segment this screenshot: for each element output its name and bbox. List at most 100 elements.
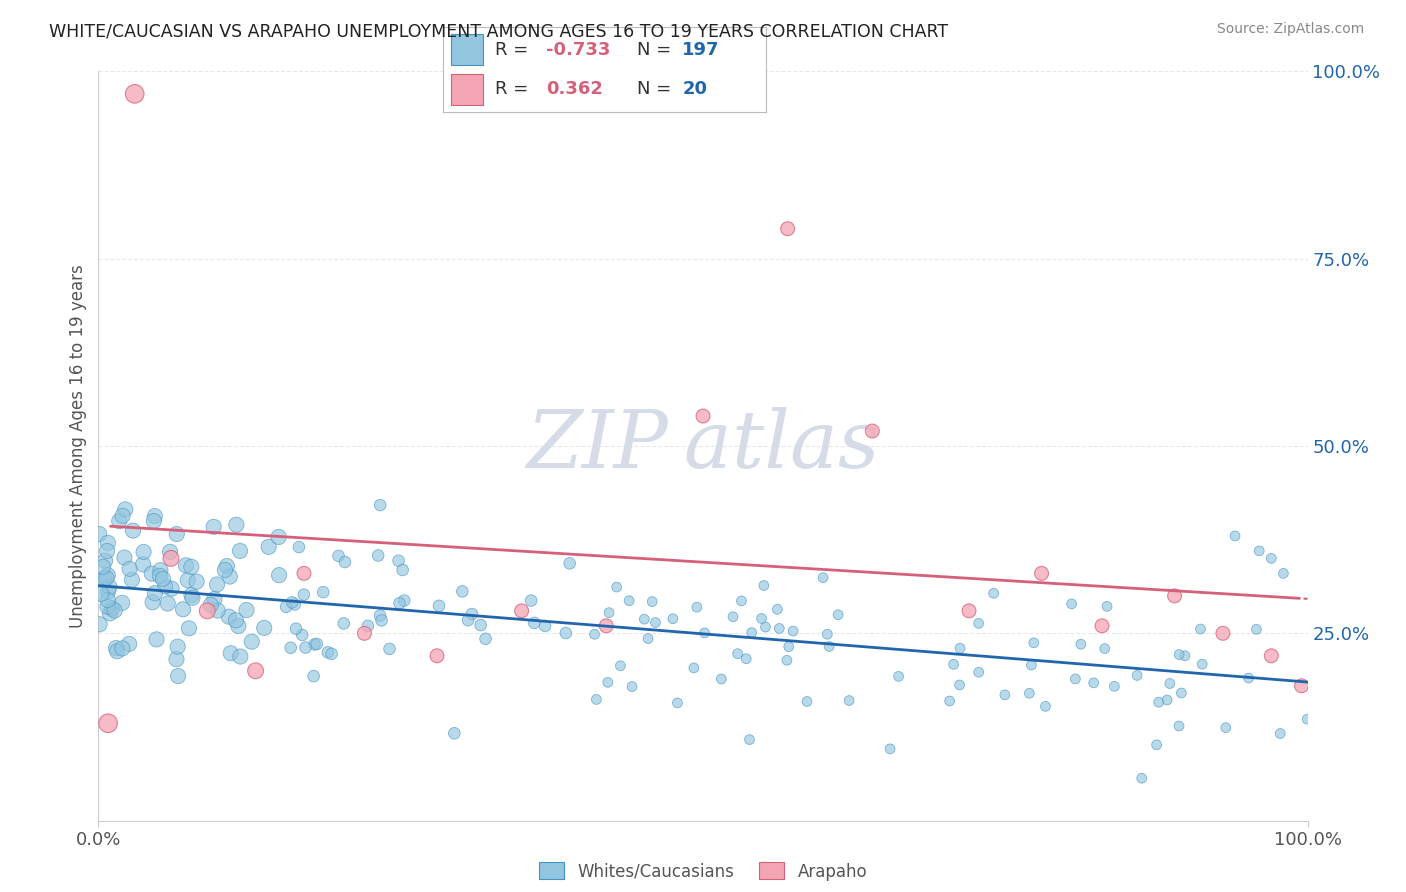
Point bbox=[160, 551, 183, 566]
Point bbox=[132, 558, 155, 572]
Point bbox=[692, 409, 714, 423]
Point bbox=[121, 573, 143, 587]
Point bbox=[967, 616, 990, 631]
Point bbox=[1031, 566, 1053, 581]
Point bbox=[114, 502, 136, 516]
Point bbox=[132, 545, 155, 559]
Point bbox=[205, 577, 228, 591]
Point bbox=[1212, 626, 1234, 640]
Point bbox=[796, 694, 818, 708]
Point bbox=[276, 599, 298, 614]
Point bbox=[1249, 544, 1271, 558]
Point bbox=[305, 637, 328, 651]
Point bbox=[782, 624, 804, 639]
Text: 197: 197 bbox=[682, 41, 720, 59]
Bar bbox=[451, 35, 484, 65]
Point bbox=[1035, 699, 1057, 714]
Point bbox=[229, 649, 252, 664]
Point bbox=[558, 557, 581, 571]
Point bbox=[281, 595, 304, 609]
Y-axis label: Unemployment Among Ages 16 to 19 years: Unemployment Among Ages 16 to 19 years bbox=[69, 264, 87, 628]
Point bbox=[523, 615, 546, 630]
Point bbox=[357, 619, 380, 633]
Point bbox=[457, 613, 479, 627]
Point bbox=[595, 619, 617, 633]
Point bbox=[1174, 648, 1197, 663]
Point bbox=[1168, 719, 1191, 733]
Text: ZIP atlas: ZIP atlas bbox=[526, 408, 880, 484]
Point bbox=[778, 640, 800, 654]
Point bbox=[1159, 676, 1181, 690]
Point bbox=[994, 688, 1017, 702]
Point bbox=[257, 540, 280, 554]
Point bbox=[149, 569, 172, 583]
Point bbox=[145, 632, 167, 647]
Point bbox=[776, 653, 799, 667]
Point bbox=[1022, 636, 1045, 650]
Point bbox=[353, 626, 375, 640]
Point bbox=[727, 647, 749, 661]
Point bbox=[520, 593, 543, 607]
Point bbox=[598, 606, 620, 620]
Point bbox=[811, 571, 834, 585]
Text: -0.733: -0.733 bbox=[547, 41, 610, 59]
Point bbox=[451, 584, 474, 599]
Point bbox=[1270, 726, 1292, 740]
Point bbox=[186, 574, 208, 589]
Point bbox=[1156, 693, 1178, 707]
Point bbox=[226, 619, 249, 633]
Text: N =: N = bbox=[637, 41, 671, 59]
Point bbox=[942, 657, 965, 672]
Point bbox=[153, 579, 176, 593]
Point bbox=[1163, 589, 1185, 603]
Point bbox=[443, 726, 465, 740]
Point bbox=[91, 559, 114, 574]
Point bbox=[368, 498, 391, 512]
Point bbox=[1291, 679, 1313, 693]
Point bbox=[388, 596, 411, 610]
Point bbox=[104, 641, 127, 656]
Point bbox=[160, 582, 183, 596]
Point bbox=[105, 644, 128, 658]
Point bbox=[181, 591, 204, 605]
Point bbox=[585, 692, 607, 706]
Point bbox=[94, 554, 117, 568]
Point bbox=[166, 652, 188, 666]
Point bbox=[641, 594, 664, 608]
Point bbox=[180, 588, 202, 602]
Point bbox=[534, 619, 557, 633]
Point bbox=[1246, 623, 1268, 637]
Text: R =: R = bbox=[495, 79, 527, 97]
Point bbox=[949, 641, 972, 656]
Point bbox=[948, 678, 970, 692]
Point bbox=[174, 558, 197, 573]
Point bbox=[291, 628, 314, 642]
Text: Source: ZipAtlas.com: Source: ZipAtlas.com bbox=[1216, 22, 1364, 37]
Point bbox=[461, 607, 484, 621]
Point bbox=[637, 632, 659, 646]
Legend: Whites/Caucasians, Arapaho: Whites/Caucasians, Arapaho bbox=[533, 855, 873, 888]
Point bbox=[240, 634, 263, 648]
Point bbox=[180, 559, 202, 574]
Point bbox=[104, 603, 127, 617]
Point bbox=[1260, 551, 1282, 566]
Point bbox=[887, 669, 910, 683]
Point bbox=[617, 593, 640, 607]
Point bbox=[957, 604, 980, 618]
Point bbox=[284, 598, 307, 612]
Point bbox=[152, 572, 174, 586]
Point bbox=[143, 586, 166, 600]
Point bbox=[172, 602, 194, 616]
Point bbox=[98, 607, 121, 621]
Point bbox=[474, 632, 496, 646]
Point bbox=[741, 625, 763, 640]
Point bbox=[1191, 657, 1213, 672]
Point bbox=[730, 594, 752, 608]
Point bbox=[818, 640, 841, 654]
Point bbox=[427, 599, 450, 613]
Point bbox=[1296, 712, 1319, 726]
Point bbox=[666, 696, 689, 710]
Point bbox=[938, 694, 960, 708]
Point bbox=[838, 693, 860, 707]
Point bbox=[159, 545, 181, 559]
